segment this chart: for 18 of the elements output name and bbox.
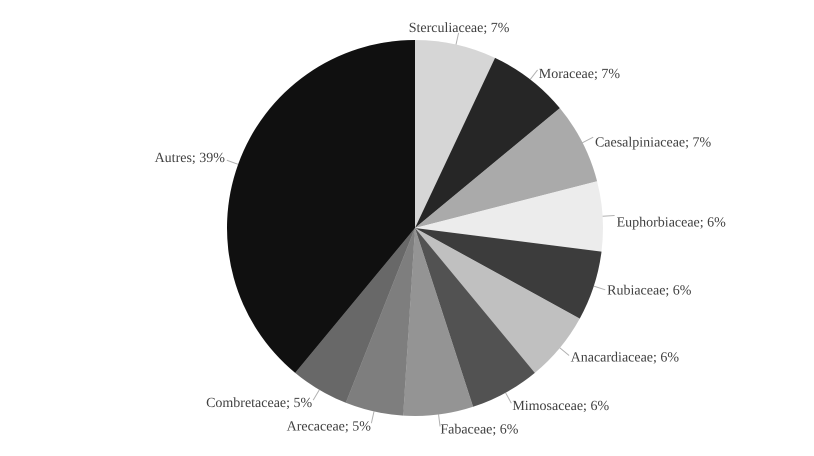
- slice-label: Mimosaceae; 6%: [512, 398, 610, 414]
- slice-label: Combretaceae; 5%: [206, 396, 312, 411]
- slice-label: Euphorbiaceae; 6%: [616, 215, 726, 230]
- slice-label: Rubiaceae; 6%: [607, 283, 692, 298]
- pie-slice: [346, 228, 415, 416]
- slice-label: Arecaceae; 5%: [286, 419, 372, 434]
- slice-label: Moraceae; 7%: [538, 67, 620, 82]
- pie-slice: [415, 228, 602, 319]
- slice-label: Sterculiaceae; 7%: [408, 21, 510, 36]
- slice-label: Anacardiaceae; 6%: [570, 350, 680, 366]
- pie-slice: [227, 40, 415, 373]
- slice-label: Caesalpiniaceae; 7%: [594, 136, 712, 151]
- slice-label: Fabaceae; 6%: [440, 422, 519, 438]
- pie-slice: [403, 228, 474, 416]
- pie-slice: [415, 181, 603, 252]
- pie-slice: [415, 40, 496, 228]
- pie-slice: [415, 108, 598, 228]
- slice-label: Autres; 39%: [154, 151, 226, 166]
